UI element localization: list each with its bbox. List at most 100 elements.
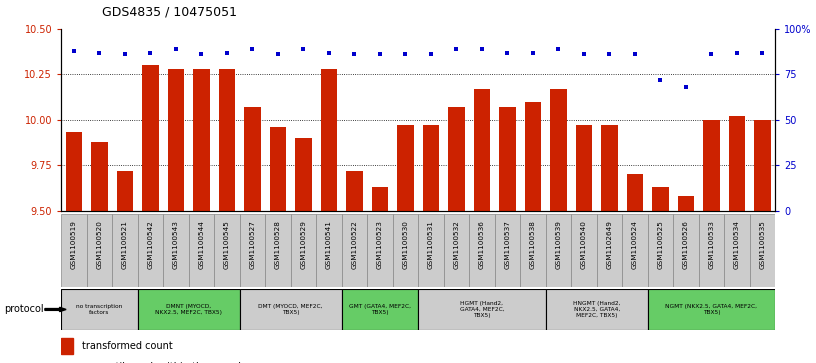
Bar xyxy=(138,289,240,330)
Point xyxy=(578,52,591,57)
Bar xyxy=(112,214,138,287)
Text: GSM1100539: GSM1100539 xyxy=(556,220,561,269)
Point xyxy=(399,52,412,57)
Bar xyxy=(698,214,724,287)
Bar xyxy=(550,89,567,211)
Bar xyxy=(61,338,73,354)
Bar xyxy=(499,107,516,211)
Bar xyxy=(418,289,546,330)
Text: GSM1100523: GSM1100523 xyxy=(377,220,383,269)
Text: transformed count: transformed count xyxy=(82,341,172,351)
Bar xyxy=(596,214,622,287)
Point xyxy=(195,52,208,57)
Point xyxy=(93,50,106,56)
Text: GSM1100542: GSM1100542 xyxy=(148,220,153,269)
Bar xyxy=(371,187,388,211)
Bar xyxy=(342,214,367,287)
Point xyxy=(628,52,641,57)
Point xyxy=(220,50,233,56)
Bar xyxy=(750,214,775,287)
Bar xyxy=(473,89,490,211)
Bar xyxy=(321,69,337,211)
Bar xyxy=(546,214,571,287)
Point xyxy=(272,52,285,57)
Point xyxy=(654,77,667,83)
Bar xyxy=(188,214,214,287)
Text: HNGMT (Hand2,
NKX2.5, GATA4,
MEF2C, TBX5): HNGMT (Hand2, NKX2.5, GATA4, MEF2C, TBX5… xyxy=(573,301,620,318)
Bar xyxy=(392,214,418,287)
Bar xyxy=(61,289,138,330)
Point xyxy=(730,50,743,56)
Bar xyxy=(290,214,316,287)
Text: GSM1100520: GSM1100520 xyxy=(96,220,103,269)
Point xyxy=(450,46,463,52)
Bar xyxy=(575,125,592,211)
Text: GSM1100528: GSM1100528 xyxy=(275,220,281,269)
Bar xyxy=(754,120,771,211)
Text: GSM1100526: GSM1100526 xyxy=(683,220,689,269)
Bar xyxy=(86,214,112,287)
Bar xyxy=(244,107,261,211)
Bar xyxy=(729,116,745,211)
Point xyxy=(246,46,259,52)
Bar xyxy=(622,214,648,287)
Bar xyxy=(677,196,694,211)
Text: GSM1100544: GSM1100544 xyxy=(198,220,205,269)
Point xyxy=(348,52,361,57)
Bar xyxy=(648,289,775,330)
Point xyxy=(476,46,489,52)
Text: GSM1102649: GSM1102649 xyxy=(606,220,613,269)
Text: GSM1100534: GSM1100534 xyxy=(734,220,740,269)
Text: GSM1100532: GSM1100532 xyxy=(454,220,459,269)
Bar xyxy=(193,69,210,211)
Bar xyxy=(214,214,240,287)
Point xyxy=(756,50,769,56)
Text: GSM1100529: GSM1100529 xyxy=(300,220,307,269)
Text: GSM1100537: GSM1100537 xyxy=(504,220,511,269)
Text: GSM1100530: GSM1100530 xyxy=(402,220,409,269)
Point xyxy=(680,84,693,90)
Text: GSM1100538: GSM1100538 xyxy=(530,220,536,269)
Point xyxy=(603,52,616,57)
Text: GSM1100541: GSM1100541 xyxy=(326,220,332,269)
Bar xyxy=(269,127,286,211)
Bar xyxy=(546,289,648,330)
Bar xyxy=(444,214,469,287)
Text: GSM1100540: GSM1100540 xyxy=(581,220,587,269)
Text: GSM1100524: GSM1100524 xyxy=(632,220,638,269)
Point xyxy=(705,52,718,57)
Bar xyxy=(61,214,86,287)
Text: GMT (GATA4, MEF2C,
TBX5): GMT (GATA4, MEF2C, TBX5) xyxy=(349,304,411,315)
Bar xyxy=(240,214,265,287)
Point xyxy=(501,50,514,56)
Text: GSM1100545: GSM1100545 xyxy=(224,220,230,269)
Text: HGMT (Hand2,
GATA4, MEF2C,
TBX5): HGMT (Hand2, GATA4, MEF2C, TBX5) xyxy=(459,301,504,318)
Text: GSM1100525: GSM1100525 xyxy=(658,220,663,269)
Point xyxy=(526,50,539,56)
Bar xyxy=(571,214,596,287)
Bar xyxy=(265,214,290,287)
Bar xyxy=(167,69,184,211)
Point xyxy=(144,50,157,56)
Text: GSM1100531: GSM1100531 xyxy=(428,220,434,269)
Bar xyxy=(627,174,643,211)
Bar xyxy=(367,214,392,287)
Bar xyxy=(117,171,133,211)
Bar xyxy=(673,214,698,287)
Bar xyxy=(397,125,414,211)
Point xyxy=(118,52,131,57)
Text: GSM1100533: GSM1100533 xyxy=(708,220,715,269)
Text: DMNT (MYOCD,
NKX2.5, MEF2C, TBX5): DMNT (MYOCD, NKX2.5, MEF2C, TBX5) xyxy=(155,304,222,315)
Text: no transcription
factors: no transcription factors xyxy=(77,304,122,315)
Point xyxy=(322,50,335,56)
Bar xyxy=(469,214,494,287)
Bar xyxy=(240,289,342,330)
Text: GSM1100521: GSM1100521 xyxy=(122,220,128,269)
Text: GSM1100522: GSM1100522 xyxy=(352,220,357,269)
Bar xyxy=(601,125,618,211)
Text: GSM1100536: GSM1100536 xyxy=(479,220,485,269)
Point xyxy=(374,52,387,57)
Bar xyxy=(316,214,342,287)
Point xyxy=(297,46,310,52)
Bar xyxy=(652,187,669,211)
